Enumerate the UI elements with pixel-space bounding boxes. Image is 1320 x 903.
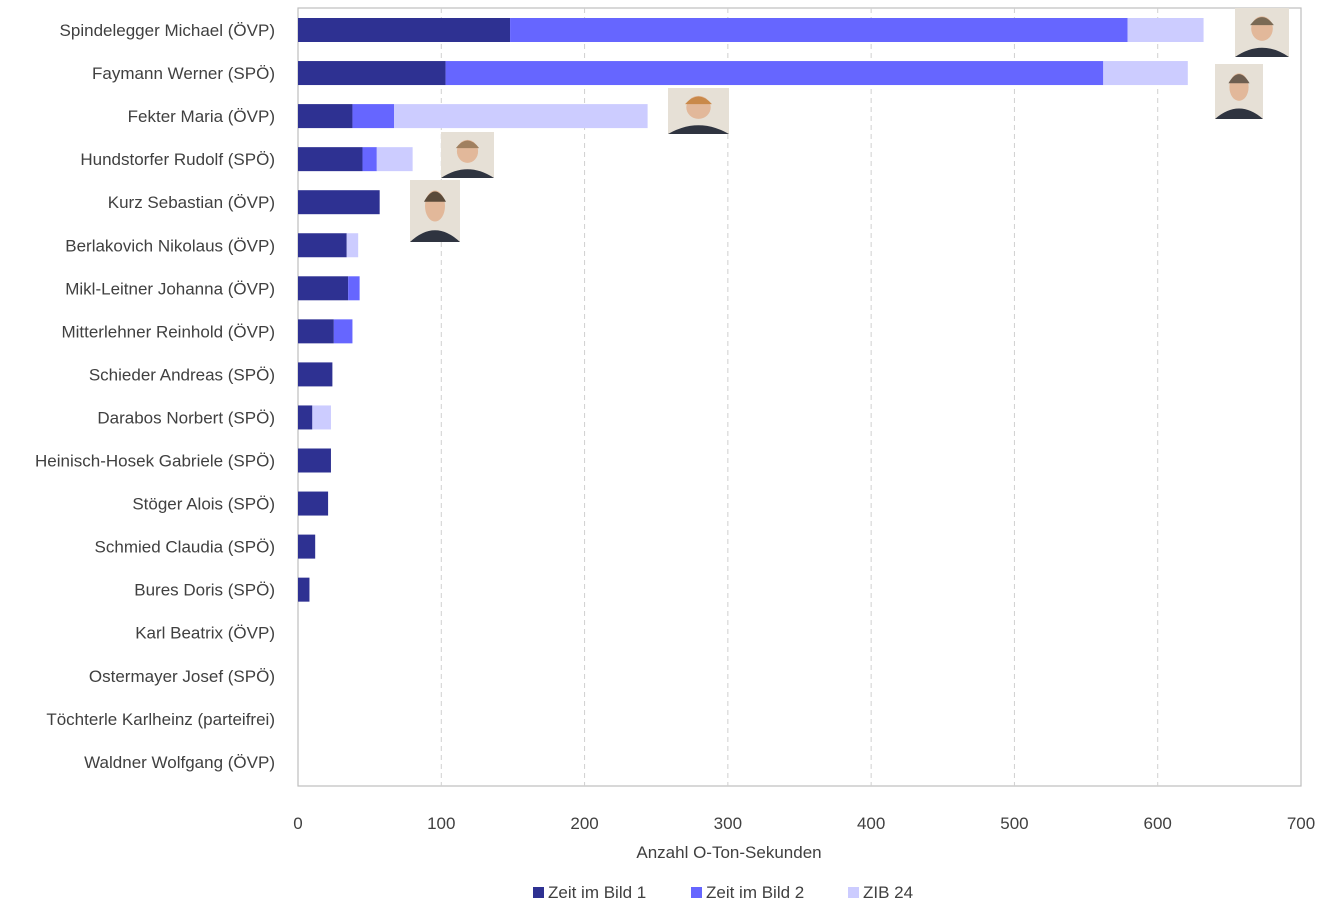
bars [298,18,1204,602]
portrait-photo-icon [668,88,729,134]
legend-label: Zeit im Bild 2 [706,883,804,902]
legend-label: Zeit im Bild 1 [548,883,646,902]
bar-segment [1127,18,1204,42]
bar-segment [298,362,333,387]
x-tick-label: 500 [1000,814,1028,833]
x-tick-labels: 0 100 200 300 400 500 600 700 [293,814,1315,833]
category-label: Heinisch-Hosek Gabriele (SPÖ) [35,452,275,471]
bar-segment [298,534,316,559]
bar-segment [376,147,413,172]
x-tick-label: 200 [570,814,598,833]
category-label: Kurz Sebastian (ÖVP) [108,193,275,212]
photos [410,8,1289,242]
x-tick-label: 400 [857,814,885,833]
category-label: Stöger Alois (SPÖ) [132,495,275,514]
bar-segment [348,276,360,301]
bar-segment [298,147,363,172]
x-tick-label: 0 [293,814,302,833]
legend-swatch [691,887,702,898]
category-label: Mikl-Leitner Johanna (ÖVP) [65,279,275,298]
bar-segment [312,405,331,430]
bar-segment [352,104,395,129]
bar-segment [394,104,648,129]
legend-item: Zeit im Bild 2 [691,883,804,902]
bar-segment [1103,61,1188,86]
category-label: Mitterlehner Reinhold (ÖVP) [61,322,275,341]
category-label: Schmied Claudia (SPÖ) [95,538,275,557]
legend-swatch [533,887,544,898]
bar-segment [298,276,349,301]
category-label: Berlakovich Nikolaus (ÖVP) [65,236,275,255]
x-tick-label: 700 [1287,814,1315,833]
portrait-photo-icon [1215,64,1263,119]
legend: Zeit im Bild 1 Zeit im Bild 2 ZIB 24 [533,883,913,902]
portrait-photo-icon [410,180,460,242]
x-tick-label: 600 [1144,814,1172,833]
portrait-photo-icon [441,132,494,178]
bar-segment [298,233,347,258]
legend-item: ZIB 24 [848,883,913,902]
legend-item: Zeit im Bild 1 [533,883,646,902]
category-label: Bures Doris (SPÖ) [134,581,275,600]
bar-segment [298,104,353,129]
bar-segment [298,491,329,516]
x-tick-label: 100 [427,814,455,833]
category-label: Fekter Maria (ÖVP) [128,107,275,126]
category-label: Darabos Norbert (SPÖ) [97,408,275,427]
bar-segment [298,448,331,473]
bar-segment [362,147,377,172]
x-axis-title: Anzahl O-Ton-Sekunden [636,843,821,862]
bar-segment [298,577,310,602]
category-label: Schieder Andreas (SPÖ) [89,365,275,384]
bar-segment [298,405,313,430]
bar-segment [298,190,380,215]
category-label: Ostermayer Josef (SPÖ) [89,667,275,686]
category-label: Karl Beatrix (ÖVP) [135,624,275,643]
category-label: Waldner Wolfgang (ÖVP) [84,753,275,772]
bar-segment [298,18,511,42]
bar-segment [333,319,353,344]
bar-segment [510,18,1128,42]
bar-segment [298,319,334,344]
category-label: Spindelegger Michael (ÖVP) [60,21,275,40]
category-label: Faymann Werner (SPÖ) [92,64,275,83]
category-label: Töchterle Karlheinz (parteifrei) [46,710,275,729]
bar-segment [298,61,446,86]
bar-segment [445,61,1104,86]
portrait-photo-icon [1235,8,1289,57]
x-tick-label: 300 [714,814,742,833]
legend-label: ZIB 24 [863,883,913,902]
category-labels: Spindelegger Michael (ÖVP) Faymann Werner… [35,21,275,772]
bar-segment [346,233,359,258]
legend-swatch [848,887,859,898]
category-label: Hundstorfer Rudolf (SPÖ) [80,150,275,169]
